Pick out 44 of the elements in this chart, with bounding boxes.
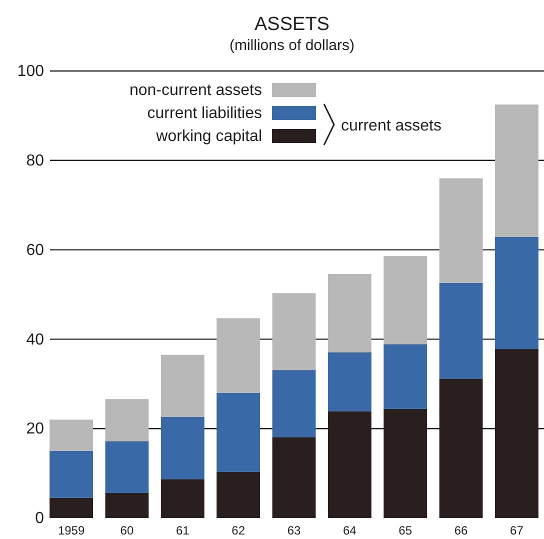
bar: [160, 479, 204, 518]
bar: [272, 437, 316, 518]
chart-title: ASSETS: [254, 14, 330, 35]
x-tick-label: 63: [287, 524, 301, 538]
chart-subtitle: (millions of dollars): [229, 37, 355, 54]
bar: [272, 293, 316, 370]
bar: [105, 441, 149, 493]
bar: [495, 236, 538, 350]
bar: [216, 392, 260, 472]
bar: [384, 256, 428, 344]
bar: [50, 450, 93, 498]
legend-label: non-current assets: [129, 82, 262, 99]
bar: [439, 282, 483, 379]
annotation: current assets: [341, 118, 442, 134]
bar: [495, 104, 538, 237]
x-tick-label: 67: [510, 524, 524, 538]
bar: [328, 274, 372, 352]
y-tick-label: 0: [35, 510, 44, 528]
x-tick-label: 64: [343, 524, 357, 538]
bar: [272, 370, 316, 438]
x-tick-label: 61: [176, 524, 190, 538]
x-tick-label: 62: [232, 524, 246, 538]
bar: [160, 354, 204, 417]
x-tick-label: 65: [398, 524, 412, 538]
y-tick-label: 100: [17, 63, 44, 80]
y-tick-label: 20: [26, 420, 44, 438]
bar: [216, 318, 260, 393]
legend-label: working capital: [155, 128, 262, 145]
legend-label: current liabilities: [147, 105, 262, 122]
bar: [50, 420, 93, 451]
bar: [439, 178, 483, 283]
y-tick-label: 80: [26, 152, 44, 170]
bar: [384, 344, 428, 409]
bar: [50, 498, 93, 518]
x-tick-label: 66: [454, 524, 468, 538]
bar: [105, 492, 149, 518]
bar: [160, 416, 204, 480]
bar: [105, 399, 149, 442]
x-tick-label: 60: [120, 524, 134, 538]
y-tick-label: 40: [26, 331, 44, 348]
x-tick-label: 1959: [58, 524, 85, 538]
bar: [216, 472, 260, 518]
bar: [328, 352, 372, 412]
y-tick-label: 60: [26, 242, 44, 259]
